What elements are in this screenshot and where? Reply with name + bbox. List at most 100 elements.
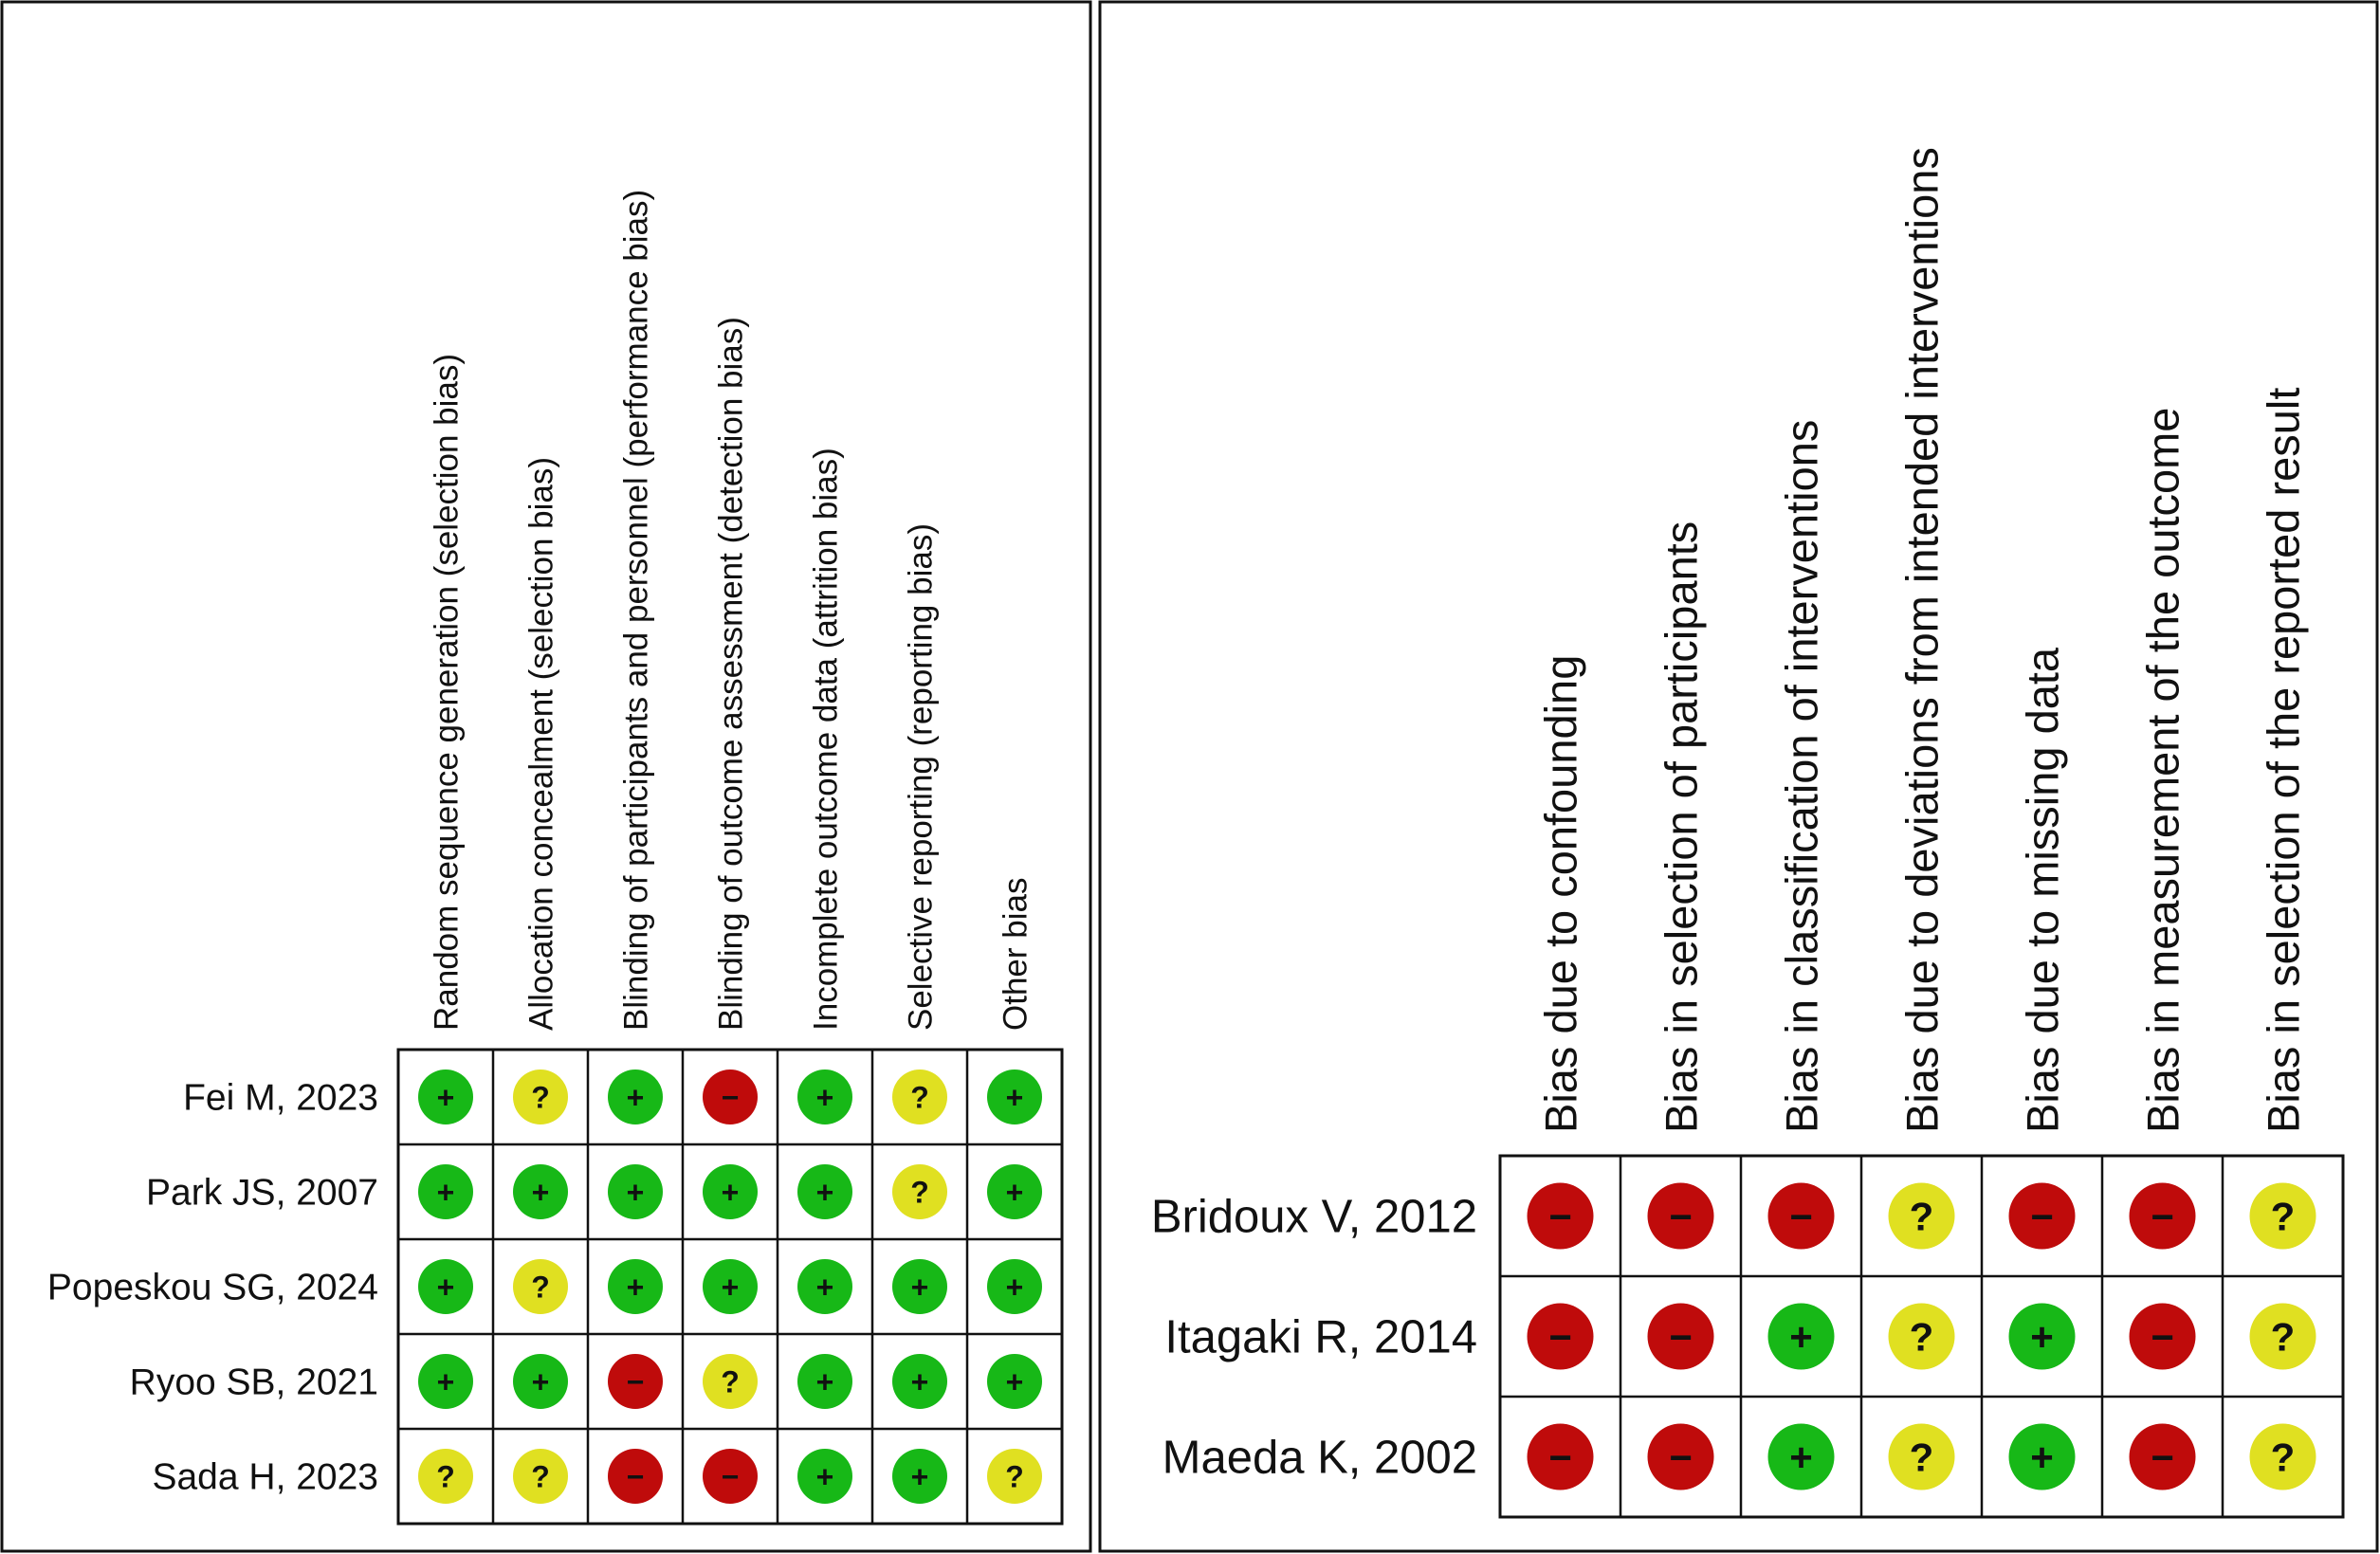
- study-label: Bridoux V, 2012: [1151, 1192, 1477, 1243]
- rating-unclear-marker: [513, 1070, 568, 1124]
- column-header: Incomplete outcome data (attrition bias): [808, 448, 845, 1031]
- rating-low-marker: [2008, 1423, 2076, 1490]
- rating-unclear-marker: [2249, 1423, 2316, 1490]
- rating-low-marker: [418, 1070, 473, 1124]
- column-header: Selective reporting (reporting bias): [903, 523, 940, 1031]
- rating-low-marker: [797, 1070, 852, 1124]
- rating-symbol: ?: [2271, 1435, 2296, 1480]
- grid-border: [396, 1048, 1064, 1526]
- rating-low-marker: [418, 1259, 473, 1314]
- rating-low-marker: [797, 1449, 852, 1504]
- rating-symbol: +: [2030, 1435, 2054, 1480]
- rating-symbol: −: [627, 1460, 645, 1494]
- rating-unclear-marker: [418, 1449, 473, 1504]
- rating-high-marker: [1647, 1182, 1714, 1250]
- column-header: Blinding of participants and personnel (…: [618, 190, 655, 1031]
- rating-symbol: −: [1548, 1315, 1572, 1360]
- rating-symbol: ?: [2271, 1315, 2296, 1360]
- column-header: Bias in selection of the reported result: [2258, 388, 2308, 1133]
- rating-high-marker: [1647, 1303, 1714, 1370]
- rating-low-marker: [703, 1259, 758, 1314]
- rating-symbol: −: [1789, 1195, 1813, 1239]
- rob-panel-nrsi: Bias due to confounding Bias in selection…: [1151, 147, 2345, 1519]
- rating-symbol: −: [1548, 1435, 1572, 1480]
- rating-symbol: ?: [721, 1365, 740, 1399]
- rating-low-marker: [418, 1164, 473, 1219]
- rating-symbol: +: [1006, 1271, 1024, 1305]
- rating-symbol: +: [816, 1365, 834, 1399]
- rating-symbol: −: [2151, 1435, 2174, 1480]
- rating-symbol: ?: [910, 1081, 929, 1115]
- rating-symbol: +: [911, 1460, 929, 1494]
- rating-low-marker: [513, 1164, 568, 1219]
- rating-symbol: +: [722, 1176, 740, 1210]
- rating-high-marker: [2129, 1303, 2196, 1370]
- rating-low-marker: [703, 1164, 758, 1219]
- rating-high-marker: [2129, 1182, 2196, 1250]
- column-header: Bias due to missing data: [2017, 647, 2067, 1133]
- rating-low-marker: [892, 1449, 947, 1504]
- study-label: Maeda K, 2002: [1163, 1433, 1477, 1484]
- rating-symbol: −: [722, 1081, 740, 1115]
- rating-low-marker: [892, 1259, 947, 1314]
- rating-symbol: +: [1006, 1081, 1024, 1115]
- column-header: Other bias: [998, 878, 1034, 1031]
- rating-unclear-marker: [892, 1164, 947, 1219]
- rating-symbol: ?: [1910, 1435, 1934, 1480]
- rating-symbol: +: [816, 1081, 834, 1115]
- rating-low-marker: [2008, 1303, 2076, 1370]
- rating-symbol: −: [2151, 1315, 2174, 1360]
- rating-symbol: +: [2030, 1315, 2054, 1360]
- rating-low-marker: [418, 1354, 473, 1409]
- rating-symbol: ?: [531, 1460, 550, 1494]
- rating-symbol: +: [816, 1460, 834, 1494]
- grid-border: [1498, 1154, 2345, 1519]
- rating-unclear-marker: [513, 1449, 568, 1504]
- rating-unclear-marker: [2249, 1303, 2316, 1370]
- rating-unclear-marker: [987, 1449, 1042, 1504]
- rating-symbol: +: [722, 1271, 740, 1305]
- rating-unclear-marker: [2249, 1182, 2316, 1250]
- rating-low-marker: [797, 1259, 852, 1314]
- rating-symbol: −: [1669, 1315, 1693, 1360]
- rating-symbol: +: [532, 1365, 550, 1399]
- rating-unclear-marker: [513, 1259, 568, 1314]
- rating-low-marker: [987, 1354, 1042, 1409]
- rating-symbol: −: [2151, 1195, 2174, 1239]
- rating-high-marker: [1527, 1182, 1594, 1250]
- study-label: Sada H, 2023: [152, 1457, 378, 1498]
- rating-symbol: −: [1669, 1195, 1693, 1239]
- rating-unclear-marker: [1888, 1423, 1955, 1490]
- rating-symbol: +: [1789, 1315, 1813, 1360]
- column-header: Blinding of outcome assessment (detectio…: [713, 317, 750, 1031]
- rating-symbol: −: [2030, 1195, 2054, 1239]
- rating-symbol: +: [627, 1271, 645, 1305]
- left-panel-frame: [0, 0, 1092, 1553]
- rating-symbol: ?: [2271, 1195, 2296, 1239]
- column-header: Bias in selection of participants: [1656, 521, 1706, 1133]
- rating-low-marker: [987, 1070, 1042, 1124]
- rating-low-marker: [608, 1164, 663, 1219]
- rating-symbol: ?: [1910, 1195, 1934, 1239]
- rating-unclear-marker: [892, 1070, 947, 1124]
- rating-low-marker: [1767, 1303, 1835, 1370]
- column-header: Bias due to deviations from intended int…: [1896, 147, 1947, 1133]
- rating-low-marker: [608, 1259, 663, 1314]
- column-header: Random sequence generation (selection bi…: [429, 354, 466, 1031]
- column-header: Bias in measurement of the outcome: [2137, 408, 2188, 1133]
- study-label: Itagaki R, 2014: [1164, 1312, 1477, 1363]
- rating-symbol: −: [1548, 1195, 1572, 1239]
- rating-symbol: −: [1669, 1435, 1693, 1480]
- rating-symbol: +: [437, 1081, 455, 1115]
- rating-symbol: −: [722, 1460, 740, 1494]
- rating-high-marker: [2008, 1182, 2076, 1250]
- rating-symbol: +: [532, 1176, 550, 1210]
- study-label: Fei M, 2023: [183, 1078, 378, 1119]
- column-header: Allocation concealment (selection bias): [523, 457, 560, 1031]
- study-label: Popeskou SG, 2024: [47, 1268, 378, 1308]
- rating-unclear-marker: [703, 1354, 758, 1409]
- rating-symbol: ?: [531, 1081, 550, 1115]
- rating-symbol: +: [1006, 1176, 1024, 1210]
- rating-low-marker: [1767, 1423, 1835, 1490]
